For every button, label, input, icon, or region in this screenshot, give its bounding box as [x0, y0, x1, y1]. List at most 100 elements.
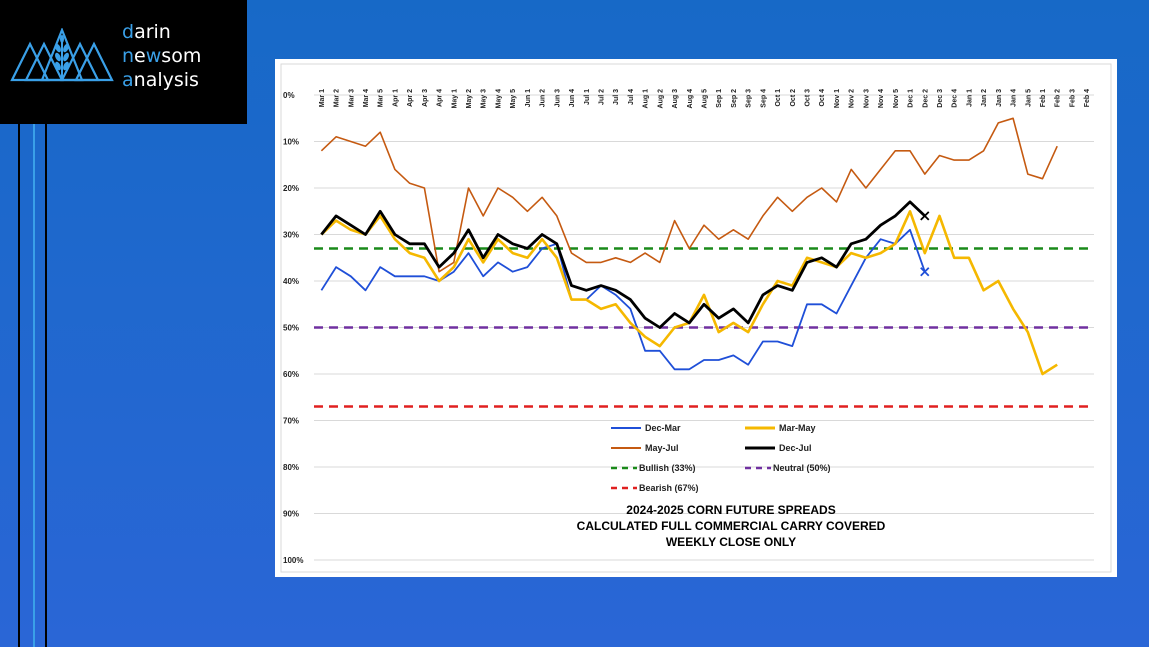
x-tick-label: May 5 — [510, 89, 517, 109]
y-tick-label: 90% — [283, 510, 299, 519]
y-tick-label: 100% — [283, 556, 303, 565]
brand-name: darin newsom analysis — [122, 20, 201, 92]
x-tick-label: Jun 4 — [569, 89, 576, 107]
brand-accent-letter: w — [145, 45, 162, 67]
x-tick-label: Jun 2 — [540, 89, 547, 107]
decorative-line — [33, 124, 35, 647]
x-tick-label: Dec 1 — [908, 89, 915, 108]
decorative-line — [18, 124, 20, 647]
x-tick-label: Sep 4 — [760, 89, 767, 108]
legend-item: Dec-Jul — [745, 443, 812, 453]
x-tick-label: May 2 — [466, 89, 473, 109]
brand-accent-letter: n — [122, 45, 135, 67]
x-tick-label: May 4 — [495, 89, 502, 109]
legend-label: Bearish (67%) — [639, 483, 699, 493]
brand-text: nalysis — [133, 69, 199, 91]
x-tick-label: Jul 3 — [613, 89, 620, 105]
legend-item: Mar-May — [745, 423, 816, 433]
x-tick-label: Nov 5 — [893, 89, 900, 108]
corn-spreads-chart: 0% 10% 20% 30% 40% 50% 60% 70% 80% 90% 100% Mar 1 Ma… — [280, 63, 1112, 573]
series-end-marker — [920, 211, 930, 221]
x-tick-label: Sep 2 — [731, 89, 738, 108]
series-line — [320, 200, 926, 329]
chart-title-line: CALCULATED FULL COMMERCIAL CARRY COVERED — [577, 519, 886, 533]
x-tick-label: Jun 1 — [525, 89, 532, 107]
x-tick-label: Feb 2 — [1055, 89, 1062, 107]
series-end-marker — [920, 267, 930, 277]
x-tick-label: Jul 2 — [598, 89, 605, 105]
x-tick-label: Oct 4 — [819, 89, 826, 107]
y-tick-label: 30% — [283, 231, 299, 240]
brand-text: arin — [134, 21, 171, 43]
y-tick-label: 10% — [283, 138, 299, 147]
x-tick-label: Jan 4 — [1011, 89, 1018, 107]
x-tick-label: Aug 2 — [657, 89, 664, 109]
x-tick-label: Jul 1 — [584, 89, 591, 105]
chart-title-line: WEEKLY CLOSE ONLY — [666, 535, 796, 549]
x-tick-label: Oct 1 — [775, 89, 782, 107]
brand-accent-letter: a — [122, 69, 134, 91]
x-tick-label: Mar 1 — [319, 89, 326, 107]
x-tick-label: Jan 3 — [996, 89, 1003, 107]
brand-line-2: newsom — [122, 44, 201, 68]
x-tick-label: Nov 3 — [863, 89, 870, 108]
x-tick-label: Feb 1 — [1040, 89, 1047, 107]
legend-item: May-Jul — [611, 443, 679, 453]
x-tick-label: Dec 2 — [922, 89, 929, 108]
x-tick-label: Dec 4 — [952, 89, 959, 108]
brand-accent-letter: d — [122, 21, 135, 43]
x-tick-label: Sep 1 — [716, 89, 723, 108]
x-tick-label: Jan 2 — [981, 89, 988, 107]
x-tick-label: Mar 5 — [378, 89, 385, 107]
brand-line-3: analysis — [122, 68, 201, 92]
x-tick-label: Apr 3 — [422, 89, 429, 107]
plot-frame — [280, 63, 1112, 573]
x-tick-label: Jul 4 — [628, 89, 635, 105]
x-tick-label: Aug 5 — [702, 89, 709, 109]
x-tick-label: Nov 2 — [849, 89, 856, 108]
legend-item: Bullish (33%) — [611, 463, 696, 473]
brand-line-1: darin — [122, 20, 201, 44]
x-tick-label: Nov 1 — [834, 89, 841, 108]
brand-text: som — [161, 45, 202, 67]
wheat-mountain-logo-icon — [10, 28, 114, 82]
legend-label: Dec-Mar — [645, 423, 681, 433]
x-tick-label: Nov 4 — [878, 89, 885, 108]
y-tick-label: 50% — [283, 324, 299, 333]
legend-item: Bearish (67%) — [611, 483, 699, 493]
x-tick-label: May 1 — [451, 89, 458, 109]
chart-title-line: 2024-2025 CORN FUTURE SPREADS — [626, 503, 835, 517]
x-tick-label: Aug 1 — [643, 89, 650, 109]
legend-label: Bullish (33%) — [639, 463, 696, 473]
legend-label: Dec-Jul — [779, 443, 812, 453]
x-tick-label: Feb 3 — [1069, 89, 1076, 107]
y-tick-label: 0% — [283, 91, 295, 100]
x-tick-label: Apr 1 — [392, 89, 399, 107]
x-tick-label: Oct 3 — [805, 89, 812, 107]
y-tick-label: 20% — [283, 184, 299, 193]
x-tick-label: Feb 4 — [1084, 89, 1091, 107]
x-tick-label: Mar 4 — [363, 89, 370, 107]
legend-item: Dec-Mar — [611, 423, 681, 433]
decorative-line — [45, 124, 47, 647]
marker-stroke — [920, 267, 930, 277]
marker-stroke — [920, 211, 930, 221]
chart-panel: 0% 10% 20% 30% 40% 50% 60% 70% 80% 90% 100% Mar 1 Ma… — [275, 59, 1117, 577]
brand-text: e — [134, 45, 146, 67]
y-tick-label: 40% — [283, 277, 299, 286]
x-tick-label: Mar 2 — [334, 89, 341, 107]
y-tick-label: 70% — [283, 417, 299, 426]
series-line — [320, 210, 1058, 376]
y-tick-label: 60% — [283, 370, 299, 379]
series-line — [320, 228, 926, 371]
y-tick-label: 80% — [283, 463, 299, 472]
x-tick-label: Jan 5 — [1025, 89, 1032, 107]
x-tick-label: Aug 4 — [687, 89, 694, 109]
x-tick-label: Mar 3 — [348, 89, 355, 107]
x-tick-label: Aug 3 — [672, 89, 679, 109]
x-tick-label: Apr 2 — [407, 89, 414, 107]
x-tick-label: May 3 — [481, 89, 488, 109]
legend-label: Neutral (50%) — [773, 463, 831, 473]
x-tick-label: Jun 3 — [554, 89, 561, 107]
x-tick-label: Oct 2 — [790, 89, 797, 107]
